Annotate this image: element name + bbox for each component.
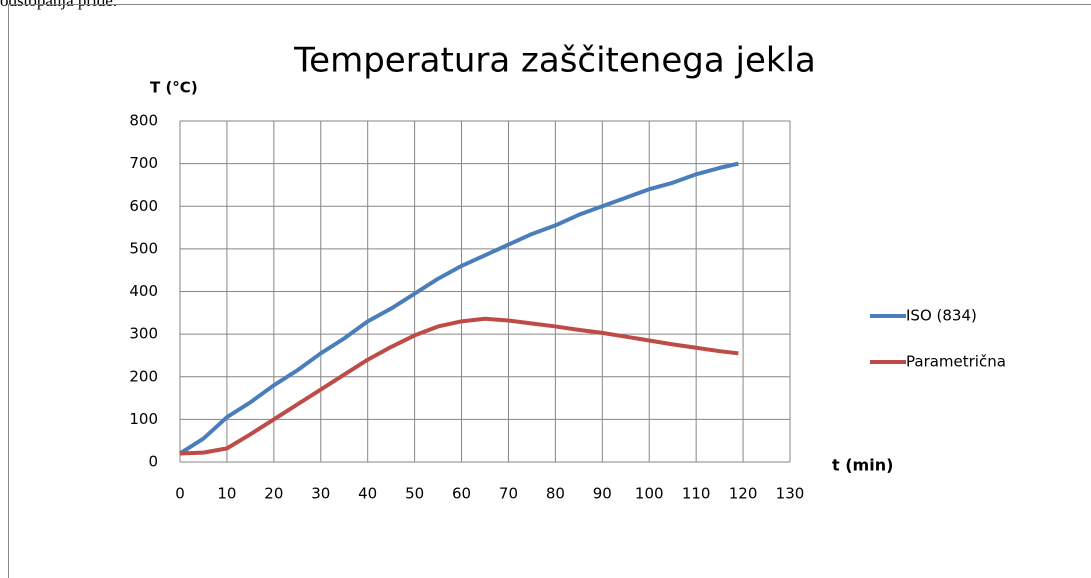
y-tick-label: 500 xyxy=(129,239,158,257)
chart-border xyxy=(8,4,1091,578)
x-tick-label: 50 xyxy=(405,485,424,503)
x-tick-label: 0 xyxy=(175,485,185,503)
y-tick-label: 800 xyxy=(129,112,158,130)
x-tick-label: 20 xyxy=(264,485,283,503)
y-tick-label: 0 xyxy=(148,453,158,471)
x-tick-label: 30 xyxy=(311,485,330,503)
x-tick-label: 110 xyxy=(682,485,711,503)
x-tick-label: 40 xyxy=(358,485,377,503)
y-tick-label: 600 xyxy=(129,197,158,215)
x-tick-label: 80 xyxy=(546,485,565,503)
x-tick-label: 120 xyxy=(729,485,758,503)
y-tick-label: 200 xyxy=(129,367,158,385)
chart-title: Temperatura zaščitenega jekla xyxy=(293,41,816,81)
x-tick-label: 60 xyxy=(452,485,471,503)
x-tick-label: 100 xyxy=(635,485,664,503)
x-axis-label: t (min) xyxy=(832,456,893,475)
y-tick-label: 400 xyxy=(129,282,158,300)
y-tick-label: 300 xyxy=(129,325,158,343)
line-series xyxy=(178,161,739,456)
y-axis-label: T (°C) xyxy=(150,79,198,97)
legend-label: ISO (834) xyxy=(906,307,977,325)
legend-label: Parametrična xyxy=(906,353,1006,371)
line-series xyxy=(179,316,739,456)
x-tick-label: 70 xyxy=(499,485,518,503)
x-tick-label: 130 xyxy=(776,485,805,503)
x-tick-label: 10 xyxy=(217,485,236,503)
y-tick-label: 100 xyxy=(129,410,158,428)
x-tick-label: 90 xyxy=(593,485,612,503)
y-tick-label: 700 xyxy=(129,154,158,172)
